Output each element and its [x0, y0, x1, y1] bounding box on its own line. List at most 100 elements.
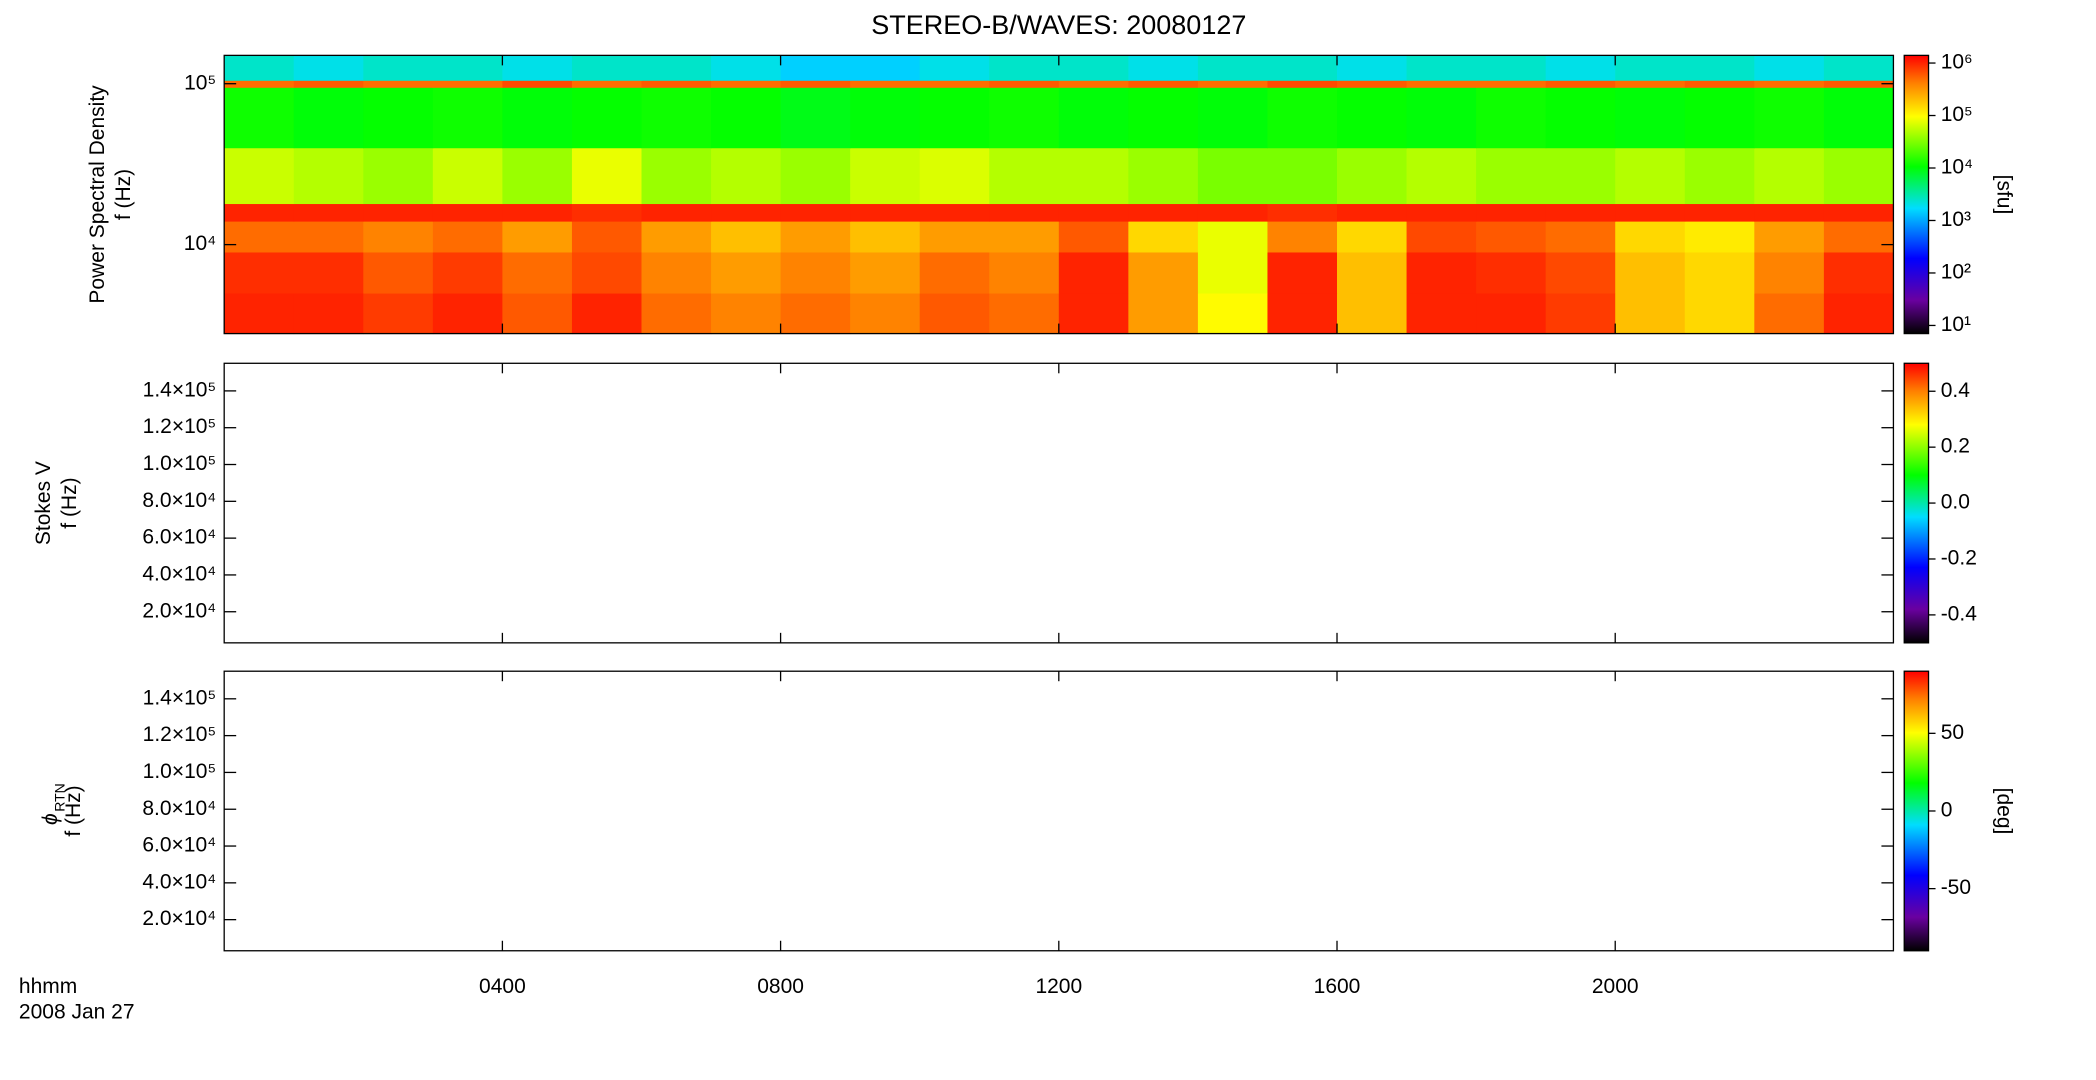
colorbar-tick-label: 10⁴ [1941, 156, 1973, 179]
heatmap-cell [919, 251, 990, 294]
heatmap-cell [1823, 147, 1894, 205]
heatmap-cell [1406, 80, 1477, 88]
colorbar-tick-label: 0 [1941, 799, 1953, 822]
y-tick-label: 1.4×10⁵ [143, 378, 217, 401]
heatmap-cell [919, 80, 990, 88]
heatmap-cell [502, 251, 573, 294]
heatmap-cell [1545, 203, 1616, 222]
heatmap-cell [1197, 55, 1268, 81]
heatmap-cell [1615, 221, 1686, 253]
heatmap-cell [224, 80, 295, 88]
heatmap-cell [363, 251, 434, 294]
heatmap-cell [1406, 147, 1477, 205]
heatmap-cell [1823, 251, 1894, 294]
y-axis-label: f (Hz) [62, 785, 85, 836]
heatmap-cell [363, 147, 434, 205]
y-tick-label: 8.0×10⁴ [142, 797, 216, 820]
heatmap-cell [1128, 251, 1199, 294]
heatmap-cell [1337, 147, 1408, 205]
chart-title: STEREO-B/WAVES: 20080127 [871, 10, 1246, 40]
y-tick-label: 1.4×10⁵ [143, 686, 217, 709]
heatmap-cell [1545, 80, 1616, 88]
heatmap-cell [1267, 147, 1338, 205]
y-tick-label: 1.0×10⁵ [143, 760, 217, 783]
heatmap-cell [919, 55, 990, 81]
heatmap-cell [432, 55, 503, 81]
heatmap-cell [1754, 251, 1825, 294]
heatmap-cell [1197, 87, 1268, 149]
y-tick-label: 2.0×10⁴ [142, 907, 216, 930]
heatmap-cell [224, 293, 295, 335]
heatmap-cell [1406, 251, 1477, 294]
y-axis-symbol: ϕ [39, 813, 62, 825]
heatmap-cell [1128, 55, 1199, 81]
heatmap-cell [363, 293, 434, 335]
heatmap-cell [1754, 221, 1825, 253]
x-tick-label: 1200 [1035, 975, 1082, 998]
heatmap-cell [502, 147, 573, 205]
heatmap-cell [1406, 221, 1477, 253]
heatmap-cell [1197, 221, 1268, 253]
heatmap-cell [989, 221, 1060, 253]
heatmap-cell [1058, 147, 1129, 205]
colorbar-tick-label: 50 [1941, 721, 1964, 744]
heatmap-cell [850, 87, 921, 149]
plot-frame [223, 670, 1895, 952]
colorbar-tick-label: 10³ [1941, 208, 1971, 231]
heatmap-cell [711, 251, 782, 294]
heatmap-cell [850, 293, 921, 335]
heatmap-cell [502, 203, 573, 222]
heatmap-cell [641, 87, 712, 149]
y-axis-label: Stokes V [32, 461, 55, 545]
heatmap-cell [1754, 55, 1825, 81]
heatmap-cell [224, 147, 295, 205]
heatmap-cell [1267, 221, 1338, 253]
heatmap-cell [1406, 203, 1477, 222]
heatmap-cell [1615, 80, 1686, 88]
heatmap-cell [780, 55, 851, 81]
heatmap-cell [989, 55, 1060, 81]
heatmap-cell [711, 147, 782, 205]
colorbar-label: [deg] [1992, 788, 2015, 835]
heatmap-cell [1615, 87, 1686, 149]
heatmap-cell [1337, 221, 1408, 253]
heatmap-cell [1128, 203, 1199, 222]
x-tick-label: 1600 [1314, 975, 1361, 998]
heatmap-cell [571, 80, 642, 88]
x-axis-label: hhmm [19, 975, 77, 998]
heatmap-cell [571, 55, 642, 81]
y-tick-label: 8.0×10⁴ [142, 489, 216, 512]
y-tick-label: 6.0×10⁴ [142, 526, 216, 549]
heatmap-cell [711, 203, 782, 222]
heatmap-cell [1476, 251, 1547, 294]
heatmap-cell [711, 55, 782, 81]
heatmap-cell [641, 221, 712, 253]
heatmap-cell [1337, 55, 1408, 81]
heatmap-cell [1267, 80, 1338, 88]
heatmap-cell [293, 251, 364, 294]
heatmap-cell [1823, 203, 1894, 222]
heatmap-cell [1545, 293, 1616, 335]
heatmap-cell [1128, 80, 1199, 88]
heatmap-cell [1823, 87, 1894, 149]
heatmap-cell [1476, 55, 1547, 81]
heatmap-cell [711, 293, 782, 335]
heatmap-cell [432, 203, 503, 222]
heatmap-cell [1267, 293, 1338, 335]
heatmap-cell [293, 147, 364, 205]
heatmap-cell [293, 203, 364, 222]
heatmap-cell [850, 203, 921, 222]
heatmap-cell [1615, 251, 1686, 294]
heatmap-cell [571, 293, 642, 335]
heatmap-cell [1823, 221, 1894, 253]
heatmap-cell [363, 203, 434, 222]
heatmap-cell [571, 221, 642, 253]
heatmap-cell [919, 87, 990, 149]
colorbar-tick-label: -0.2 [1941, 547, 1977, 570]
heatmap-cell [293, 221, 364, 253]
heatmap-cell [1684, 87, 1755, 149]
heatmap-cell [224, 55, 295, 81]
heatmap-cell [1684, 221, 1755, 253]
y-tick-label: 4.0×10⁴ [142, 870, 216, 893]
